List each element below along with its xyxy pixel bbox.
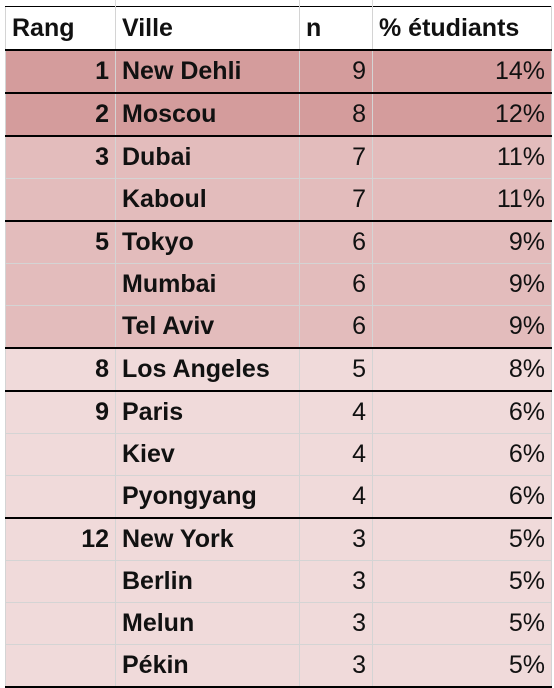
city-cell[interactable]: Dubai (115, 135, 300, 179)
rank-cell[interactable] (5, 178, 116, 221)
count-cell[interactable]: 8 (299, 92, 373, 136)
percent-cell[interactable]: 14% (372, 49, 552, 93)
percent-cell[interactable]: 11% (372, 178, 552, 221)
rank-cell[interactable]: 12 (5, 517, 116, 561)
rank-cell[interactable]: 5 (5, 220, 116, 264)
rank-cell[interactable] (5, 602, 116, 645)
count-cell[interactable]: 3 (299, 517, 373, 561)
count-cell[interactable]: 7 (299, 178, 373, 221)
count-cell[interactable]: 3 (299, 560, 373, 603)
table-row: Mumbai 6 9% (5, 263, 552, 306)
table-row: Pyongyang 4 6% (5, 475, 552, 518)
percent-cell[interactable]: 6% (372, 390, 552, 434)
header-n[interactable]: n (299, 6, 373, 51)
table-row: 9 Paris 4 6% (5, 390, 552, 434)
header-rang[interactable]: Rang (5, 6, 116, 51)
percent-cell[interactable]: 9% (372, 305, 552, 348)
table-row: Kiev 4 6% (5, 433, 552, 476)
percent-cell[interactable]: 5% (372, 560, 552, 603)
city-cell[interactable]: Kiev (115, 433, 300, 476)
percent-cell[interactable]: 9% (372, 263, 552, 306)
table-row: Tel Aviv 6 9% (5, 305, 552, 348)
city-cell[interactable]: Mumbai (115, 263, 300, 306)
rank-cell[interactable] (5, 263, 116, 306)
rank-cell[interactable]: 9 (5, 390, 116, 434)
count-cell[interactable]: 6 (299, 263, 373, 306)
count-cell[interactable]: 5 (299, 347, 373, 391)
percent-cell[interactable]: 12% (372, 92, 552, 136)
city-cell[interactable]: Paris (115, 390, 300, 434)
city-cell[interactable]: Melun (115, 602, 300, 645)
table-row: Pékin 3 5% (5, 644, 552, 688)
percent-cell[interactable]: 11% (372, 135, 552, 179)
city-cell[interactable]: New York (115, 517, 300, 561)
table-row: 1 New Dehli 9 14% (5, 49, 552, 93)
percent-cell[interactable]: 8% (372, 347, 552, 391)
header-ville[interactable]: Ville (115, 6, 300, 51)
percent-cell[interactable]: 5% (372, 644, 552, 688)
city-cell[interactable]: New Dehli (115, 49, 300, 93)
rank-cell[interactable]: 3 (5, 135, 116, 179)
table-row: Berlin 3 5% (5, 560, 552, 603)
table-row: 2 Moscou 8 12% (5, 92, 552, 136)
percent-cell[interactable]: 5% (372, 517, 552, 561)
city-cell[interactable]: Pyongyang (115, 475, 300, 518)
count-cell[interactable]: 7 (299, 135, 373, 179)
rank-cell[interactable] (5, 644, 116, 688)
city-cell[interactable]: Tokyo (115, 220, 300, 264)
city-cell[interactable]: Moscou (115, 92, 300, 136)
rank-cell[interactable]: 2 (5, 92, 116, 136)
city-cell[interactable]: Berlin (115, 560, 300, 603)
table-row: 3 Dubai 7 11% (5, 135, 552, 179)
percent-cell[interactable]: 6% (372, 433, 552, 476)
count-cell[interactable]: 6 (299, 220, 373, 264)
table-row: 12 New York 3 5% (5, 517, 552, 561)
rank-cell[interactable] (5, 560, 116, 603)
count-cell[interactable]: 3 (299, 602, 373, 645)
table-row: Kaboul 7 11% (5, 178, 552, 221)
count-cell[interactable]: 4 (299, 475, 373, 518)
rank-cell[interactable]: 8 (5, 347, 116, 391)
count-cell[interactable]: 9 (299, 49, 373, 93)
city-cell[interactable]: Pékin (115, 644, 300, 688)
city-cell[interactable]: Los Angeles (115, 347, 300, 391)
rank-cell[interactable] (5, 305, 116, 348)
rank-cell[interactable]: 1 (5, 49, 116, 93)
city-cell[interactable]: Kaboul (115, 178, 300, 221)
percent-cell[interactable]: 6% (372, 475, 552, 518)
header-row: Rang Ville n % étudiants (5, 6, 552, 51)
count-cell[interactable]: 4 (299, 390, 373, 434)
percent-cell[interactable]: 9% (372, 220, 552, 264)
header-pct[interactable]: % étudiants (372, 6, 552, 51)
table-row: 8 Los Angeles 5 8% (5, 347, 552, 391)
percent-cell[interactable]: 5% (372, 602, 552, 645)
count-cell[interactable]: 3 (299, 644, 373, 688)
rank-cell[interactable] (5, 475, 116, 518)
city-cell[interactable]: Tel Aviv (115, 305, 300, 348)
count-cell[interactable]: 6 (299, 305, 373, 348)
table-row: Melun 3 5% (5, 602, 552, 645)
count-cell[interactable]: 4 (299, 433, 373, 476)
rank-cell[interactable] (5, 433, 116, 476)
table-row: 5 Tokyo 6 9% (5, 220, 552, 264)
ranking-table: Rang Ville n % étudiants 1 New Dehli 9 1… (5, 6, 552, 688)
